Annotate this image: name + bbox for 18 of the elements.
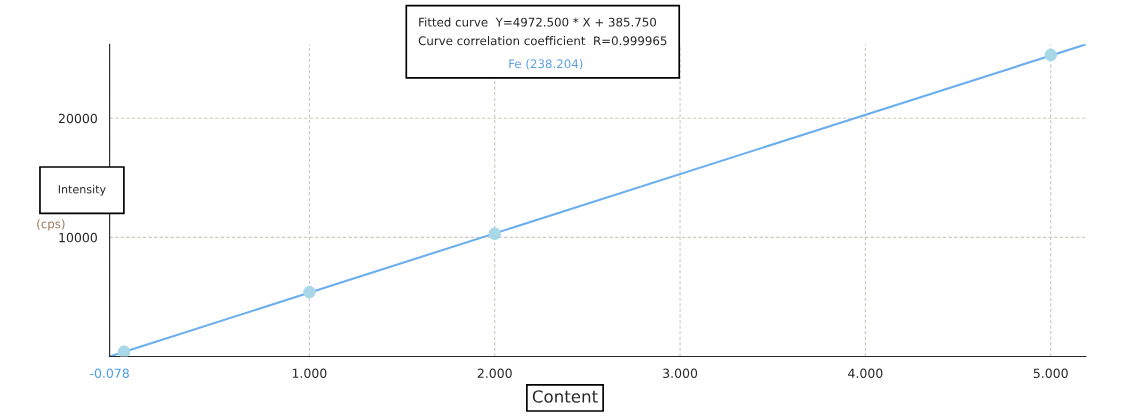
x-tick-label: 4.000 (848, 368, 883, 379)
x-tick-label: 5.000 (1033, 368, 1068, 379)
y-tick-label: 10000 (59, 232, 97, 243)
x-tick-label: -0.078 (90, 368, 129, 379)
point (303, 285, 316, 299)
y-tick-label: 20000 (58, 113, 97, 124)
text: Fitted curve Y=4972.500 * X + 385.750 (419, 17, 657, 27)
x-axis-title: Content (532, 390, 598, 403)
y-axis-title: Intensity (58, 184, 106, 196)
text: (cps) (37, 219, 65, 231)
point (488, 227, 501, 241)
text: Fe (238.204) (509, 59, 583, 70)
point (117, 345, 131, 357)
point (1044, 48, 1057, 62)
x-tick-label: 3.000 (663, 368, 698, 379)
x-tick-label: 1.000 (292, 368, 327, 379)
x-tick-label: 2.000 (477, 368, 512, 379)
annotation: Curve correlation coefficient R=0.999965 (418, 36, 667, 46)
